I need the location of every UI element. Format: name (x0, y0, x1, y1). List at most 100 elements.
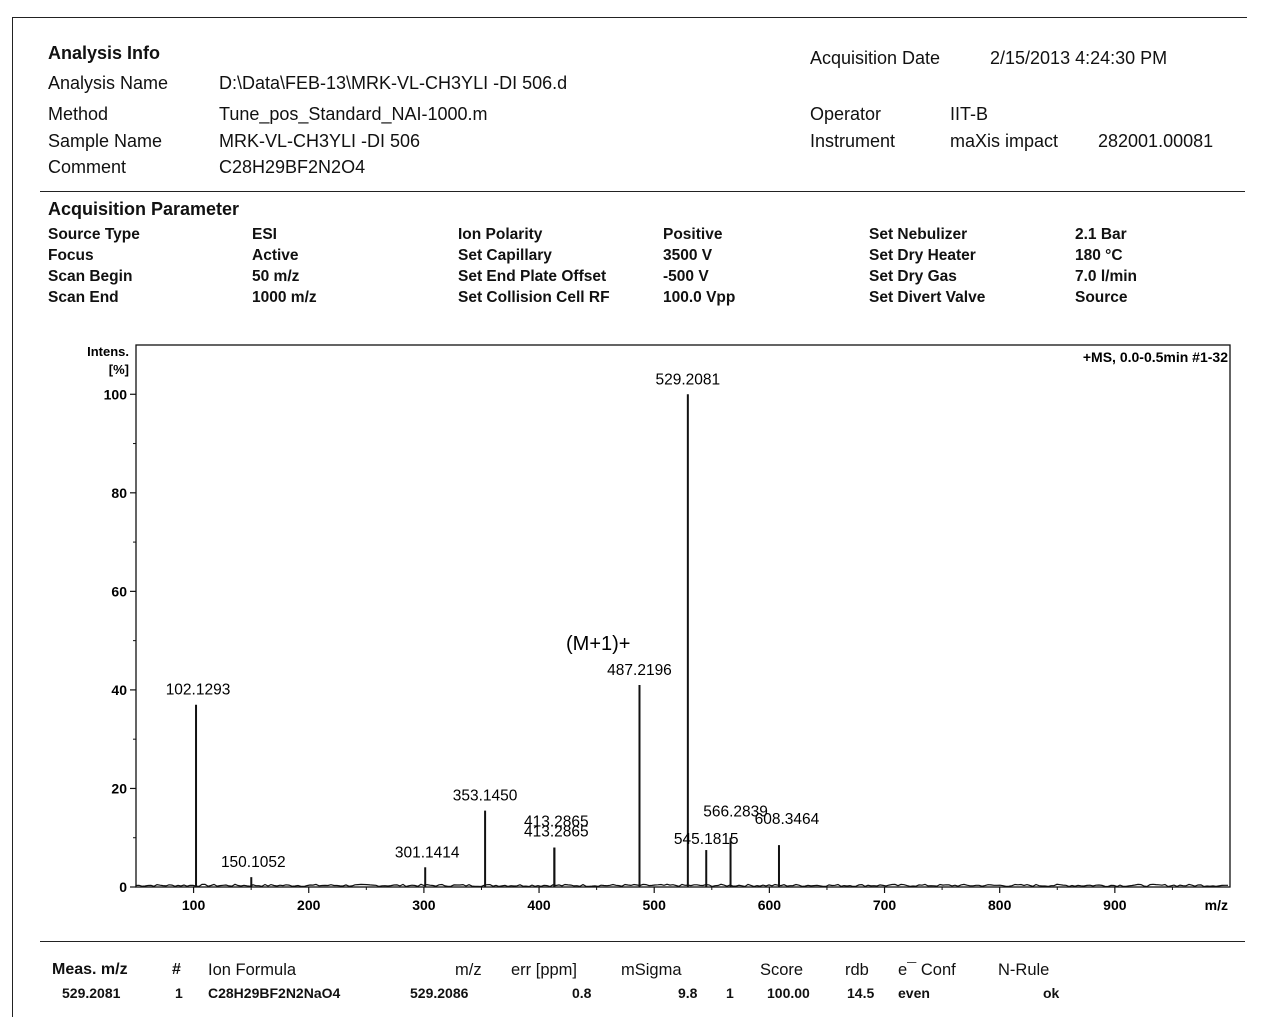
results-divider (40, 941, 1245, 942)
comment-value: C28H29BF2N2O4 (219, 157, 366, 177)
analysis-info-heading: Analysis Info (48, 43, 161, 63)
row-n-rule: ok (1043, 985, 1060, 1001)
param-col3-values: 2.1 Bar 180 °C 7.0 l/min Source (1075, 224, 1137, 308)
scan-begin-label: Scan Begin (48, 268, 133, 285)
header-ion-formula: Ion Formula (208, 961, 297, 979)
end-plate-offset-value: -500 V (663, 268, 709, 285)
sample-name-label: Sample Name (48, 131, 163, 151)
instrument-value: maXis impact (950, 131, 1059, 151)
analysis-name-value: D:\Data\FEB-13\MRK-VL-CH3YLI -DI 506.d (219, 73, 568, 93)
focus-value: Active (252, 247, 299, 264)
y-tick-label: 40 (111, 682, 127, 698)
operator-label: Operator (810, 104, 882, 124)
annotation-m-plus-1: (M+1)+ (566, 633, 630, 655)
header-rdb: rdb (845, 961, 869, 979)
axes-layer: 100 200 300 400 500 600 700 800 900 0 20 40 60 80 100 (104, 386, 1173, 913)
x-tick-label: 800 (988, 897, 1012, 913)
row-score: 100.00 (767, 985, 810, 1001)
row-e-conf: even (898, 985, 930, 1001)
divert-valve-label: Set Divert Valve (869, 289, 986, 306)
source-type-label: Source Type (48, 226, 140, 243)
section-divider (40, 191, 1245, 192)
x-tick-label: 100 (182, 897, 206, 913)
ion-polarity-label: Ion Polarity (458, 226, 543, 243)
scan-end-value: 1000 m/z (252, 289, 317, 306)
baseline-noise (135, 883, 1228, 888)
param-col1-labels: Source Type Focus Scan Begin Scan End (48, 224, 140, 308)
dry-gas-label: Set Dry Gas (869, 268, 957, 285)
method-value: Tune_pos_Standard_NAI-1000.m (219, 104, 488, 124)
mass-spectrum-chart: Intens. [%] +MS, 0.0-0.5min #1-32 m/z (M… (87, 344, 1231, 913)
plot-frame (135, 344, 1231, 888)
row-rank: 1 (726, 985, 734, 1001)
header-meas-mz: Meas. m/z (52, 961, 128, 978)
acquisition-date-label: Acquisition Date (810, 48, 941, 68)
header-msigma: mSigma (621, 961, 682, 979)
param-col2-labels: Ion Polarity Set Capillary Set End Plate… (458, 224, 610, 308)
peak-label: 102.1293 (166, 682, 231, 699)
param-col3-labels: Set Nebulizer Set Dry Heater Set Dry Gas… (869, 224, 985, 308)
end-plate-offset-label: Set End Plate Offset (458, 268, 607, 285)
param-col1-values: ESI Active 50 m/z 1000 m/z (252, 224, 317, 308)
chart-title: +MS, 0.0-0.5min #1-32 (1083, 349, 1228, 365)
header-index: # (172, 961, 181, 978)
peak-label: 487.2196 (607, 662, 672, 679)
row-mz: 529.2086 (410, 985, 469, 1001)
x-tick-label: 700 (873, 897, 897, 913)
instrument-serial: 282001.00081 (1098, 131, 1214, 151)
top-rule (12, 17, 1247, 18)
y-tick-label: 60 (111, 583, 127, 599)
peak-label: 150.1052 (221, 854, 286, 871)
x-tick-label: 200 (297, 897, 321, 913)
xlabel: m/z (1205, 897, 1228, 913)
acquisition-date-value: 2/15/2013 4:24:30 PM (990, 48, 1168, 68)
scan-begin-value: 50 m/z (252, 268, 300, 285)
header-n-rule: N-Rule (998, 961, 1050, 979)
collision-cell-rf-label: Set Collision Cell RF (458, 289, 610, 306)
divert-valve-value: Source (1075, 289, 1128, 306)
ylabel-line1: Intens. (87, 344, 129, 359)
instrument-label: Instrument (810, 131, 896, 151)
dry-heater-label: Set Dry Heater (869, 247, 976, 264)
peak-label: 566.2839 (703, 804, 768, 821)
y-tick-label: 0 (119, 879, 127, 895)
row-meas-mz: 529.2081 (62, 985, 121, 1001)
row-ion-formula: C28H29BF2N2NaO4 (208, 985, 341, 1001)
header-e-conf: e¯ Conf (898, 961, 956, 979)
left-border (12, 17, 13, 1017)
x-tick-label: 500 (643, 897, 667, 913)
method-label: Method (48, 104, 109, 124)
peak-label: 529.2081 (656, 371, 721, 388)
source-type-value: ESI (252, 226, 277, 243)
peak-label: 413.2865 (524, 824, 589, 841)
header-score: Score (760, 961, 804, 979)
nebulizer-value: 2.1 Bar (1075, 226, 1127, 243)
header-mz: m/z (455, 961, 482, 979)
header-err-ppm: err [ppm] (511, 961, 578, 979)
scan-end-label: Scan End (48, 289, 119, 306)
x-tick-label: 600 (758, 897, 782, 913)
peak-label: 413.2865 (524, 814, 589, 831)
peak-label: 545.1815 (674, 831, 739, 848)
peak-label: 301.1414 (395, 844, 460, 861)
focus-label: Focus (48, 247, 94, 264)
y-tick-label: 100 (104, 386, 128, 402)
analysis-name-label: Analysis Name (48, 73, 169, 93)
y-tick-label: 80 (111, 485, 127, 501)
row-err-ppm: 0.8 (572, 985, 592, 1001)
param-col2-values: Positive 3500 V -500 V 100.0 Vpp (663, 224, 735, 308)
sample-name-value: MRK-VL-CH3YLI -DI 506 (219, 131, 421, 151)
ylabel-line2: [%] (109, 362, 129, 377)
annotation-text: (M+1)+ (566, 633, 630, 655)
set-capillary-label: Set Capillary (458, 247, 552, 264)
operator-value: IIT-B (950, 104, 989, 124)
ion-polarity-value: Positive (663, 226, 723, 243)
nebulizer-label: Set Nebulizer (869, 226, 968, 243)
x-tick-label: 300 (412, 897, 436, 913)
x-tick-label: 900 (1103, 897, 1127, 913)
collision-cell-rf-value: 100.0 Vpp (663, 289, 736, 306)
row-index: 1 (175, 985, 183, 1001)
comment-label: Comment (48, 157, 127, 177)
acquisition-parameter-heading: Acquisition Parameter (48, 199, 240, 219)
y-tick-label: 20 (111, 780, 127, 796)
